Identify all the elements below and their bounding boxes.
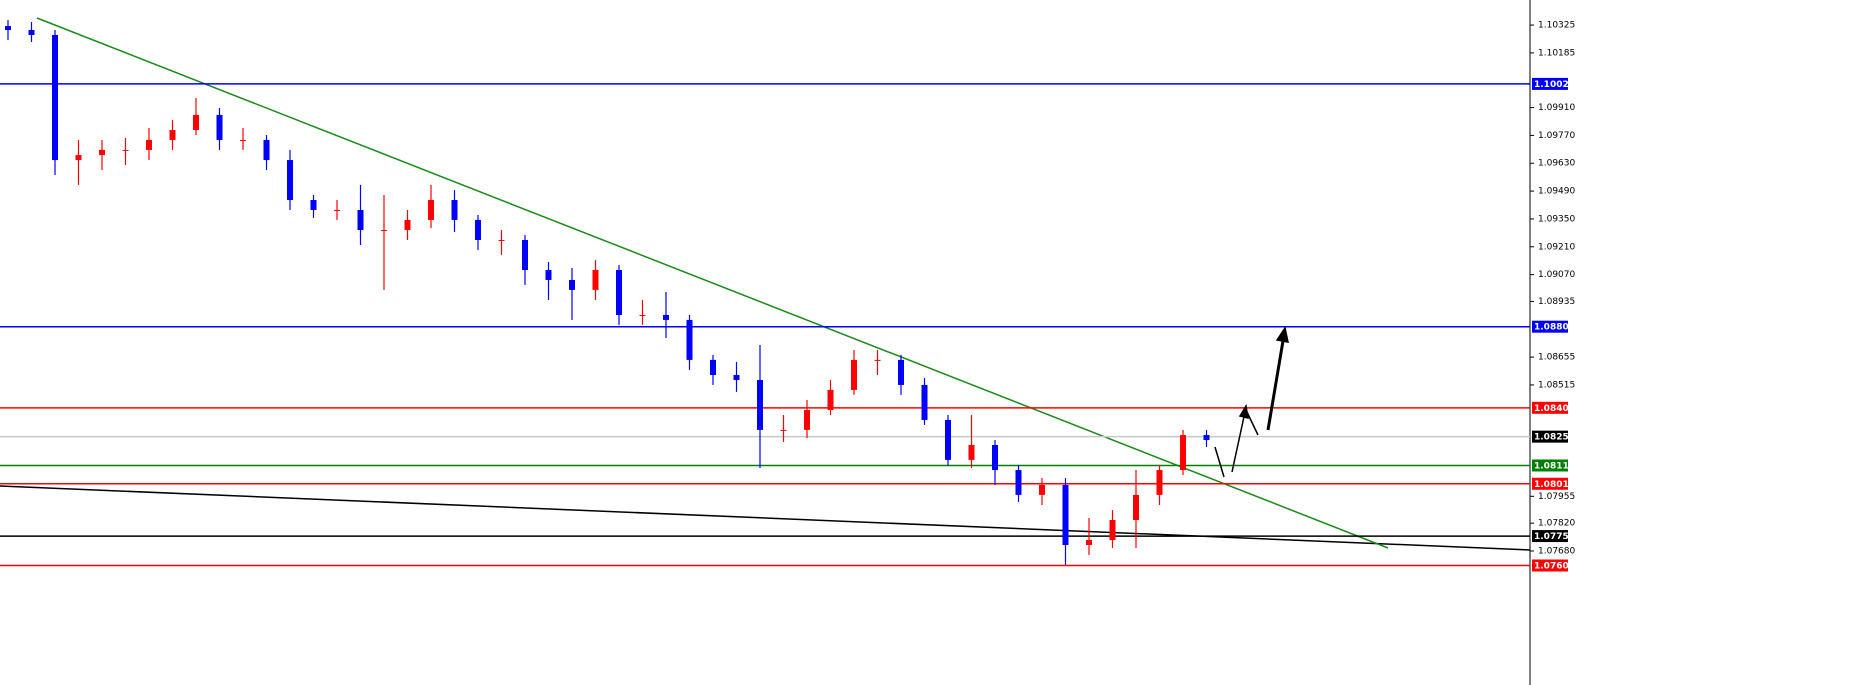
candle-body — [874, 359, 881, 361]
candle-body — [75, 155, 82, 161]
price-level-tag — [1532, 559, 1568, 572]
y-tick-label: 1.09630 — [1538, 159, 1575, 169]
candle-body — [921, 384, 928, 420]
price-level-tag — [1532, 530, 1568, 543]
y-tick-label: 1.10185 — [1538, 48, 1575, 58]
candle-body — [545, 270, 552, 280]
candle-body — [1109, 519, 1116, 541]
candle-body — [287, 160, 293, 201]
price-level-label: 1.07607 — [1534, 561, 1575, 571]
price-level-label: 1.10029 — [1534, 80, 1575, 90]
trend-line-resistance — [36, 17, 1389, 549]
candle-body — [334, 209, 340, 211]
candle-body — [240, 139, 246, 141]
price-level-label: 1.08110 — [1534, 461, 1575, 471]
candle-body — [428, 200, 434, 220]
candle-body — [686, 319, 693, 360]
price-level-tag — [1532, 320, 1568, 333]
candle-body — [310, 200, 317, 210]
candle-body — [1039, 484, 1045, 495]
candle-body — [945, 419, 951, 460]
price-level-tag — [1532, 77, 1568, 90]
y-tick-label: 1.09490 — [1538, 187, 1575, 197]
price-level-label: 1.08808 — [1534, 323, 1575, 333]
candle-body — [780, 429, 787, 431]
forecast-arrows — [1214, 326, 1289, 478]
price-level-tag — [1532, 401, 1568, 414]
candle-body — [169, 130, 176, 140]
candle-body — [404, 219, 411, 231]
candle-body — [710, 359, 716, 376]
arrow-down-2 — [1245, 409, 1259, 436]
candle-body — [898, 359, 904, 385]
trend-line-support — [0, 485, 1531, 551]
candle-body — [498, 239, 505, 241]
candle-body — [1086, 540, 1092, 546]
arrow-head — [1275, 326, 1289, 343]
candle-body — [804, 410, 810, 430]
y-tick-label: 1.09070 — [1538, 270, 1575, 280]
arrow-up-2 — [1266, 334, 1286, 431]
y-tick-label: 1.08515 — [1538, 380, 1575, 390]
candle-body — [28, 30, 35, 35]
candle-body — [851, 359, 857, 390]
candle-body — [52, 34, 58, 161]
candle-body — [381, 230, 387, 232]
candle-body — [263, 139, 270, 161]
candle-body — [1203, 435, 1210, 441]
y-tick-label: 1.09210 — [1538, 242, 1575, 252]
candle-body — [357, 209, 364, 231]
price-level-tag — [1532, 459, 1568, 472]
y-tick-label: 1.07680 — [1538, 546, 1575, 556]
candle-body — [992, 445, 998, 471]
candle-body — [193, 114, 199, 131]
marks: 1.10325 1.10185 1.09910 1.09770 1.09630 1.094… — [0, 20, 1575, 572]
candle-body — [122, 149, 129, 151]
candle-body — [522, 239, 528, 271]
candle-body — [639, 314, 646, 316]
candle-body — [733, 375, 740, 380]
candle-body — [569, 279, 575, 290]
candle-body — [1062, 484, 1069, 546]
y-tick-label: 1.07955 — [1538, 492, 1575, 502]
arrow-up-1 — [1231, 411, 1246, 473]
candle-body — [663, 314, 669, 320]
candle-body — [757, 379, 763, 430]
y-tick-label: 1.07820 — [1538, 519, 1575, 529]
candle-body — [1180, 435, 1186, 471]
y-tick-label: 1.09350 — [1538, 214, 1575, 224]
y-tick-label: 1.08655 — [1538, 353, 1575, 363]
arrow-down — [1214, 446, 1225, 478]
candle-body — [216, 114, 223, 140]
candle-body — [475, 219, 481, 240]
price-level-tag — [1532, 477, 1568, 490]
price-level-label: 1.08255 — [1534, 433, 1575, 443]
candle-body — [1015, 470, 1022, 495]
candle-body — [1133, 494, 1139, 520]
y-tick-label: 1.10325 — [1538, 21, 1575, 31]
price-level-tag — [1532, 430, 1568, 443]
candle-body — [968, 445, 975, 460]
candle-body — [146, 139, 152, 150]
candle-body — [1156, 470, 1163, 495]
candle-body — [827, 389, 834, 411]
y-tick-label: 1.08935 — [1538, 297, 1575, 307]
price-level-label: 1.08018 — [1534, 480, 1575, 490]
candle-body — [451, 200, 458, 220]
price-level-label: 1.08400 — [1534, 404, 1575, 414]
y-tick-label: 1.09910 — [1538, 103, 1575, 113]
y-tick-label: 1.09770 — [1538, 131, 1575, 141]
candle-body — [5, 26, 11, 31]
candle-body — [99, 149, 105, 156]
candle-body — [616, 270, 622, 315]
candle-body — [592, 270, 599, 290]
price-level-label: 1.07755 — [1534, 532, 1575, 542]
